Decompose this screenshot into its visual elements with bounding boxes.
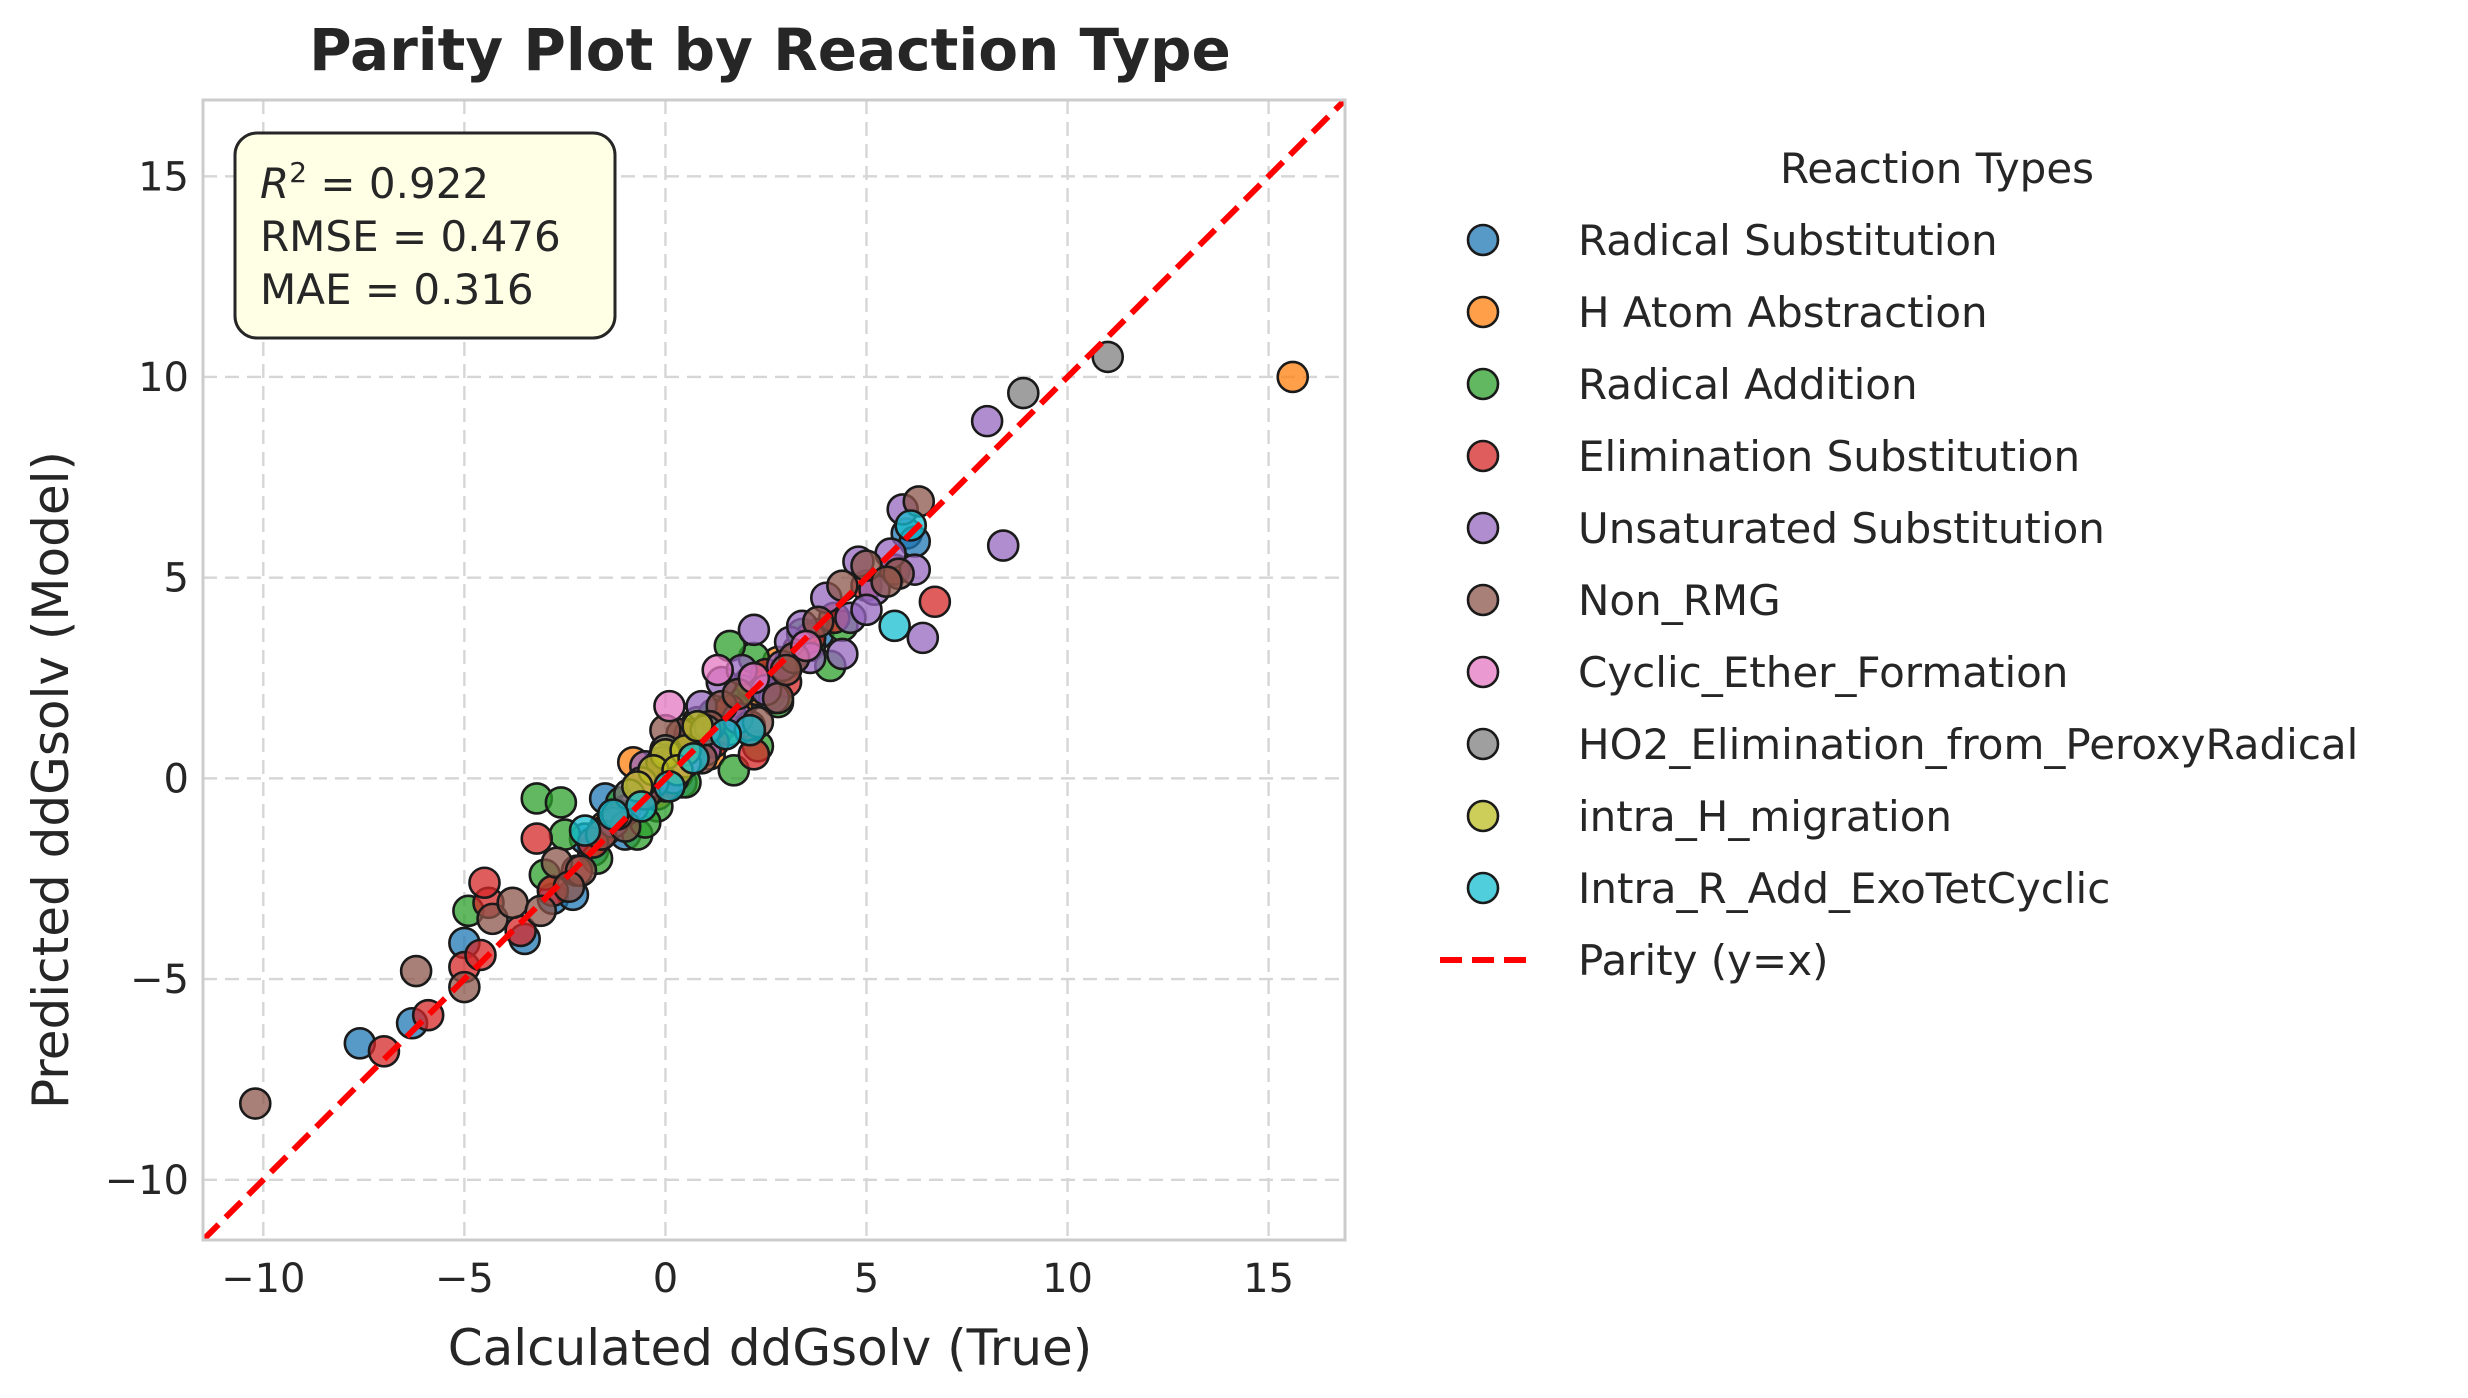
legend-label: Radical Addition — [1578, 360, 1918, 409]
x-axis-label: Calculated ddGsolv (True) — [448, 1319, 1093, 1377]
data-point — [789, 629, 823, 663]
legend-title: Reaction Types — [1780, 144, 2094, 193]
legend-label: intra_H_migration — [1578, 792, 1952, 841]
data-point — [986, 529, 1020, 562]
data-point — [520, 822, 554, 855]
y-tick-label: 10 — [138, 355, 189, 401]
data-point — [238, 1087, 272, 1120]
data-point — [878, 609, 911, 643]
data-point — [568, 814, 602, 847]
data-point — [850, 593, 883, 627]
legend-label: Unsaturated Substitution — [1578, 504, 2105, 553]
legend-marker — [1466, 727, 1500, 761]
data-point — [1276, 360, 1310, 394]
data-point — [970, 404, 1004, 438]
data-point — [544, 786, 578, 819]
data-point — [894, 509, 928, 542]
plot-frame — [201, 98, 1347, 1242]
legend-label: Parity (y=x) — [1578, 936, 1828, 985]
data-point — [737, 613, 771, 647]
y-tick-label: −5 — [130, 957, 189, 1003]
legend: Reaction Types Radical Substitution H Ato… — [1440, 144, 2358, 985]
data-point — [826, 637, 859, 671]
data-point — [524, 894, 558, 928]
legend-marker — [1466, 583, 1500, 617]
data-point — [906, 621, 940, 655]
x-tick-label: 10 — [1042, 1256, 1093, 1302]
legend-marker — [1466, 511, 1500, 545]
data-point — [399, 954, 433, 988]
data-point — [1091, 340, 1125, 374]
data-point — [677, 742, 710, 775]
rmse-text: RMSE = 0.476 — [260, 212, 561, 261]
legend-marker — [1466, 223, 1500, 257]
data-point — [496, 886, 529, 920]
data-point — [701, 653, 735, 687]
x-tick-label: 15 — [1243, 1256, 1294, 1302]
y-tick-label: 15 — [138, 154, 189, 200]
legend-label: Cyclic_Ether_Formation — [1578, 648, 2068, 697]
legend-marker — [1466, 439, 1500, 473]
legend-marker — [1466, 367, 1500, 401]
data-point — [448, 970, 481, 1004]
data-point — [918, 585, 952, 619]
legend-label: Non_RMG — [1578, 576, 1781, 625]
x-tick-label: −10 — [221, 1256, 305, 1302]
legend-label: H Atom Abstraction — [1578, 288, 1988, 337]
mae-text: MAE = 0.316 — [260, 265, 534, 314]
data-point — [709, 717, 743, 751]
y-tick-label: 5 — [164, 556, 189, 602]
plot-area — [203, 100, 1345, 1240]
data-point — [761, 681, 795, 715]
legend-marker — [1466, 799, 1500, 833]
legend-marker — [1466, 871, 1500, 905]
y-axis-label: Predicted ddGsolv (Model) — [22, 451, 80, 1109]
data-point — [596, 798, 630, 831]
data-point — [464, 938, 497, 972]
data-point — [653, 689, 686, 723]
x-tick-label: 0 — [653, 1256, 678, 1302]
legend-marker — [1466, 655, 1500, 689]
grid-lines — [203, 100, 1345, 1240]
axis-ticks: −10 −5 0 5 10 15 −10 −5 0 5 10 15 — [105, 154, 1294, 1302]
legend-label: Elimination Substitution — [1578, 432, 2080, 481]
x-tick-label: −5 — [435, 1256, 494, 1302]
data-point — [1007, 376, 1040, 410]
y-tick-label: −10 — [105, 1158, 189, 1204]
legend-label: Radical Substitution — [1578, 216, 1998, 265]
parity-line — [203, 100, 1345, 1240]
legend-marker — [1466, 295, 1500, 329]
x-tick-label: 5 — [854, 1256, 879, 1302]
stats-box: R2 = 0.922 RMSE = 0.476 MAE = 0.316 — [233, 131, 617, 340]
legend-label: Intra_R_Add_ExoTetCyclic — [1578, 864, 2110, 913]
scatter-points — [238, 340, 1310, 1120]
r2-text: R2 = 0.922 — [260, 156, 489, 208]
data-point — [826, 569, 859, 603]
data-point — [468, 866, 501, 900]
data-point — [367, 1035, 401, 1068]
legend-label: HO2_Elimination_from_PeroxyRadical — [1578, 720, 2358, 769]
y-tick-label: 0 — [164, 756, 189, 802]
chart-title: Parity Plot by Reaction Type — [309, 16, 1231, 84]
data-point — [870, 565, 903, 598]
